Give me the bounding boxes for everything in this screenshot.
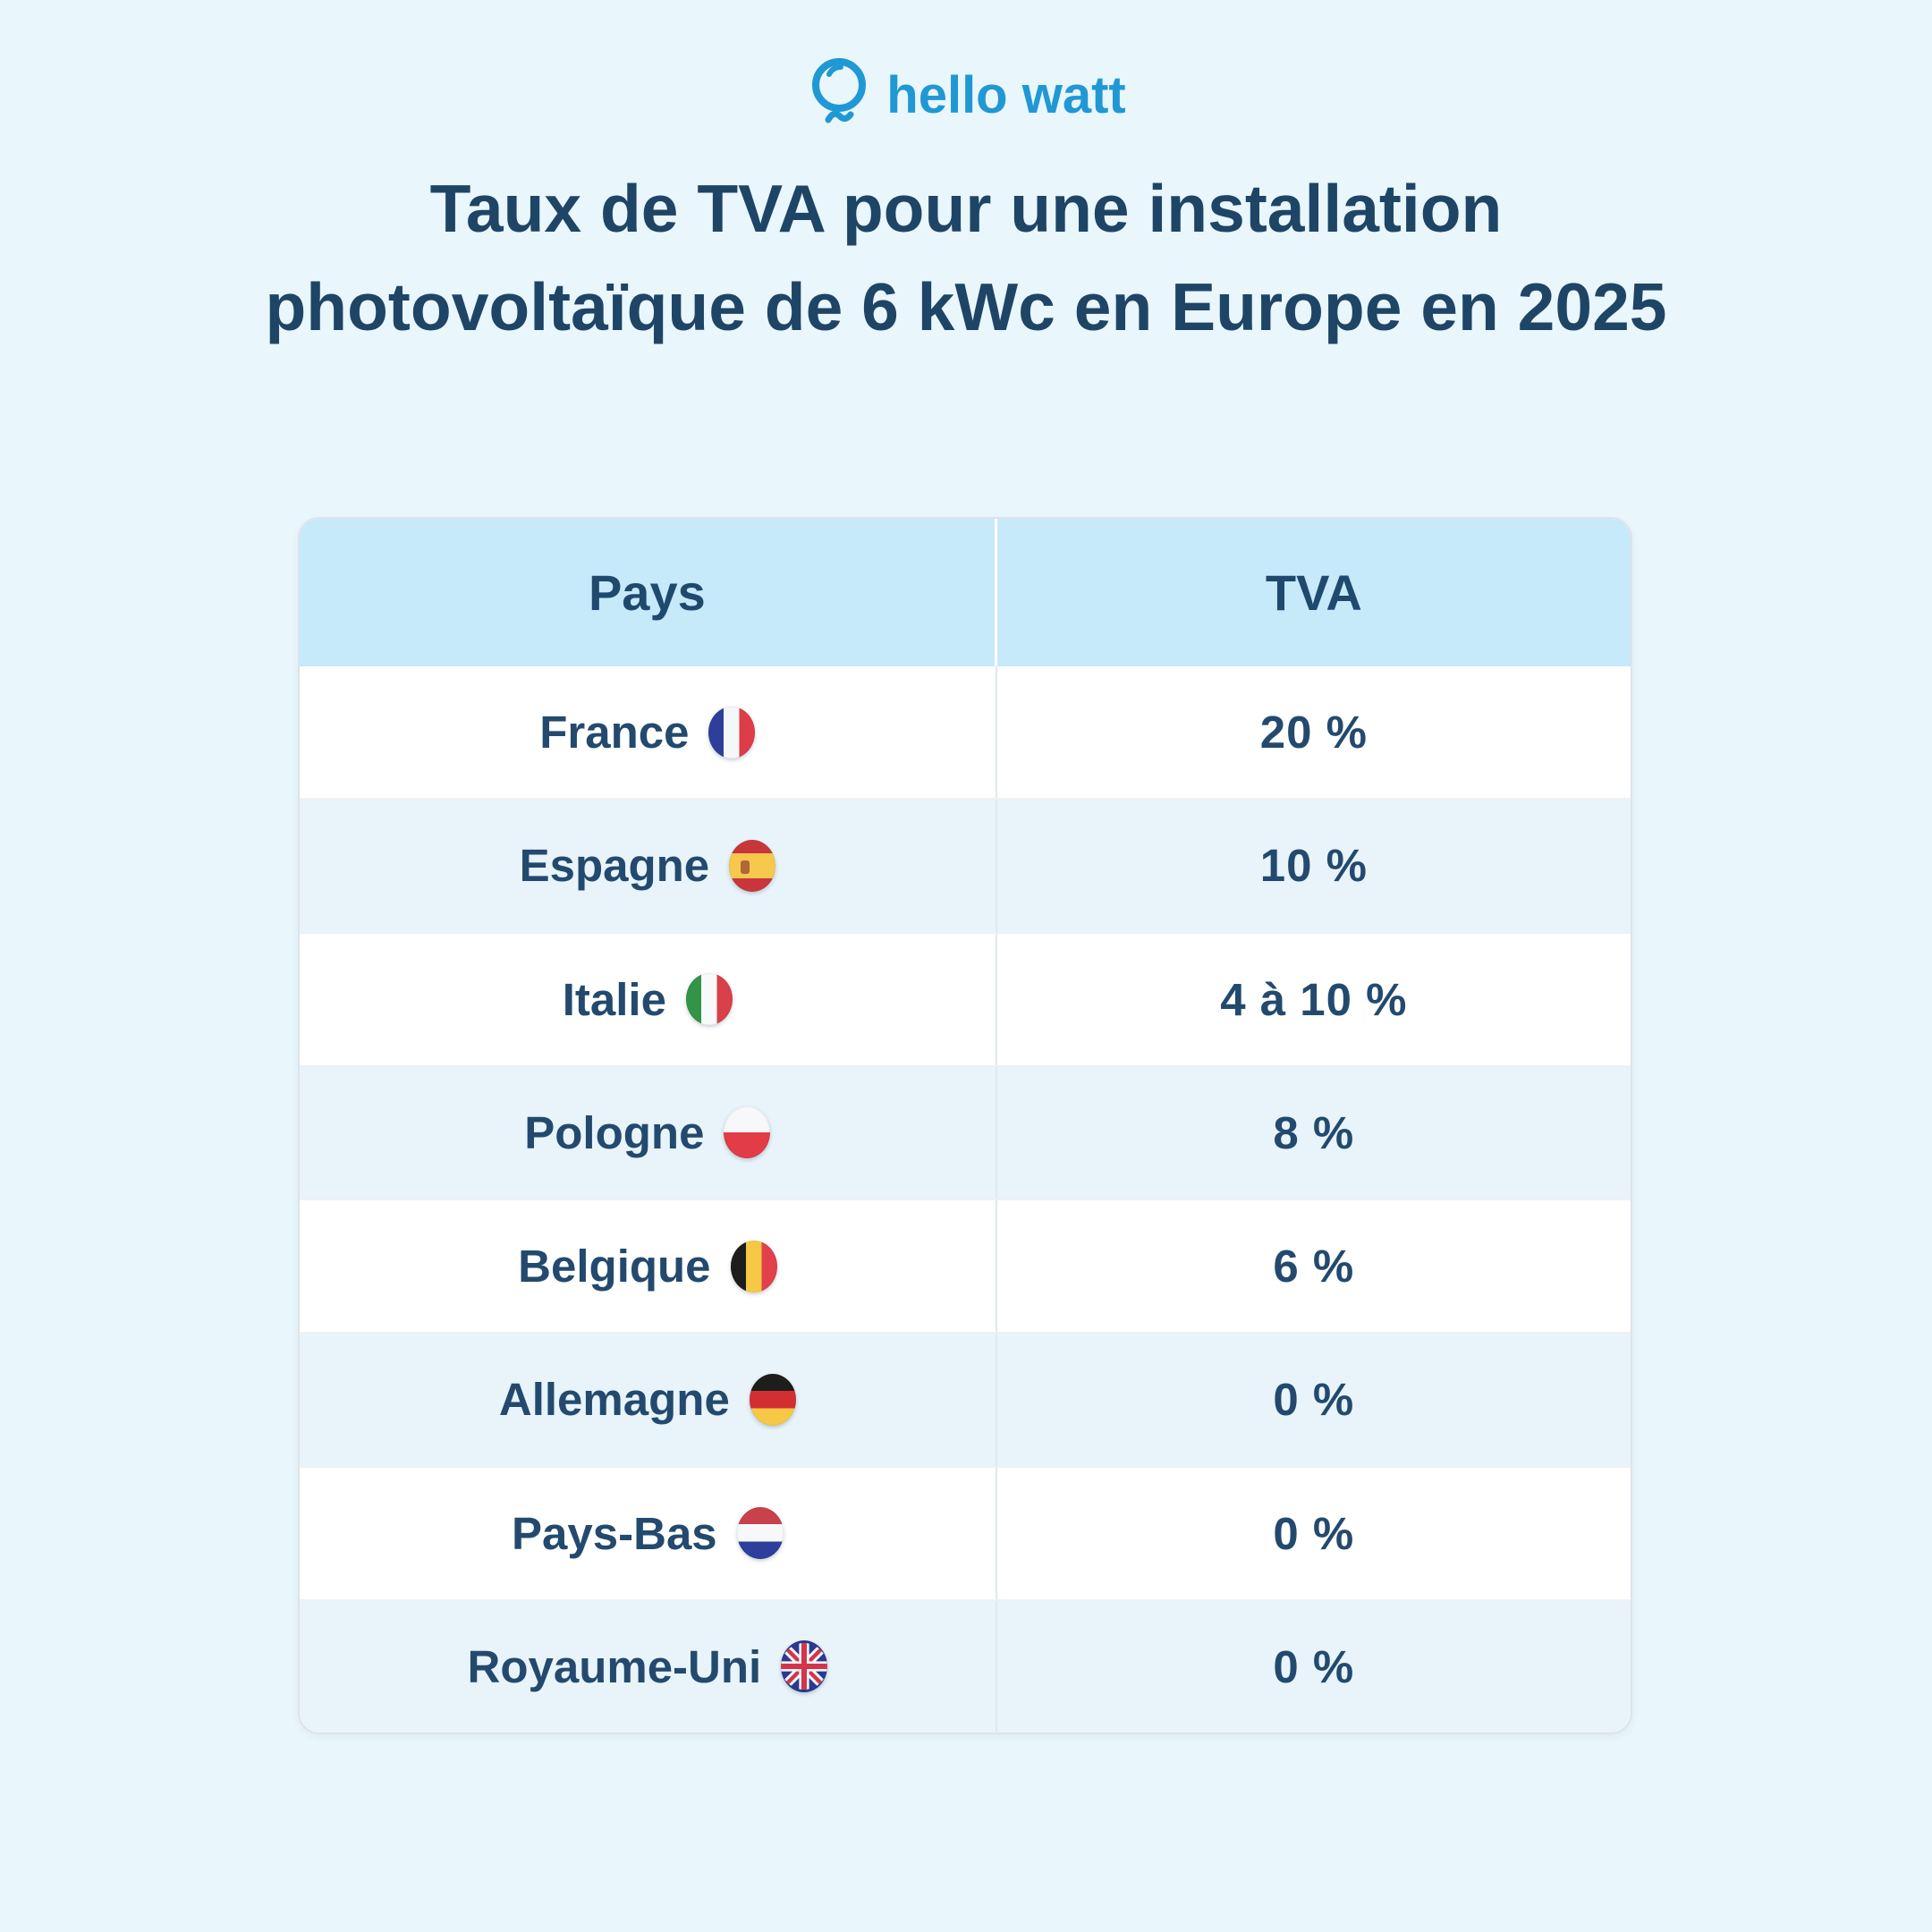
country-name: Allemagne [498, 1374, 730, 1426]
tva-value: 8 % [1273, 1106, 1355, 1158]
country-name: Belgique [518, 1241, 711, 1292]
table-row: Espagne 10 % [300, 798, 1631, 932]
tva-value: 6 % [1273, 1241, 1355, 1292]
country-cell: Allemagne [300, 1334, 997, 1466]
table-row: Pays-Bas 0 % [300, 1465, 1631, 1599]
table-body: France 20 % Espagne 10 % Italie 4 à 10 % Polog… [300, 666, 1631, 1733]
country-name: Royaume-Uni [467, 1640, 762, 1692]
country-cell: Pologne [300, 1066, 997, 1199]
poland-flag-icon [724, 1106, 771, 1159]
title-line-1: Taux de TVA pour une installation [429, 171, 1503, 246]
column-header-pays: Pays [300, 519, 997, 666]
table-row: Italie 4 à 10 % [300, 931, 1631, 1065]
tva-value: 10 % [1259, 840, 1368, 892]
tva-value: 0 % [1273, 1640, 1355, 1692]
netherlands-flag-icon [736, 1507, 784, 1560]
brand-name: hello watt [886, 65, 1126, 124]
france-flag-icon [708, 706, 756, 758]
tva-value: 20 % [1259, 707, 1368, 758]
germany-flag-icon [749, 1373, 796, 1426]
belgium-flag-icon [730, 1240, 777, 1292]
table-row: Belgique 6 % [300, 1199, 1631, 1333]
table-row: Allemagne 0 % [300, 1332, 1631, 1466]
country-cell: Italie [300, 933, 997, 1065]
spain-flag-icon [729, 839, 776, 892]
column-header-tva: TVA [1265, 564, 1362, 621]
italy-flag-icon [685, 973, 733, 1026]
country-cell: France [300, 666, 997, 799]
country-cell: Espagne [300, 800, 997, 932]
country-cell: Belgique [300, 1200, 997, 1333]
table-row: France 20 % [300, 666, 1631, 799]
page-title: Taux de TVA pour une installation photov… [0, 159, 1932, 356]
country-name: Pays-Bas [512, 1507, 717, 1559]
lightbulb-icon [806, 55, 872, 134]
title-line-2: photovoltaïque de 6 kWc en Europe en 202… [265, 269, 1667, 344]
uk-flag-icon [781, 1640, 828, 1693]
country-cell: Pays-Bas [300, 1467, 997, 1599]
country-name: Pologne [524, 1106, 705, 1158]
table-header-row: Pays TVA [300, 519, 1631, 666]
brand-logo: hello watt [0, 55, 1932, 134]
tva-value: 0 % [1273, 1374, 1355, 1426]
table-row: Royaume-Uni 0 % [300, 1598, 1631, 1733]
country-name: France [539, 707, 690, 758]
tva-value: 0 % [1273, 1507, 1355, 1559]
table-row: Pologne 8 % [300, 1064, 1631, 1199]
country-cell: Royaume-Uni [300, 1600, 997, 1733]
tva-value: 4 à 10 % [1220, 973, 1408, 1025]
country-name: Italie [562, 973, 666, 1025]
tva-table: Pays TVA France 20 % Espagne 10 % Italie 4 à … [298, 517, 1632, 1734]
country-name: Espagne [519, 840, 710, 892]
